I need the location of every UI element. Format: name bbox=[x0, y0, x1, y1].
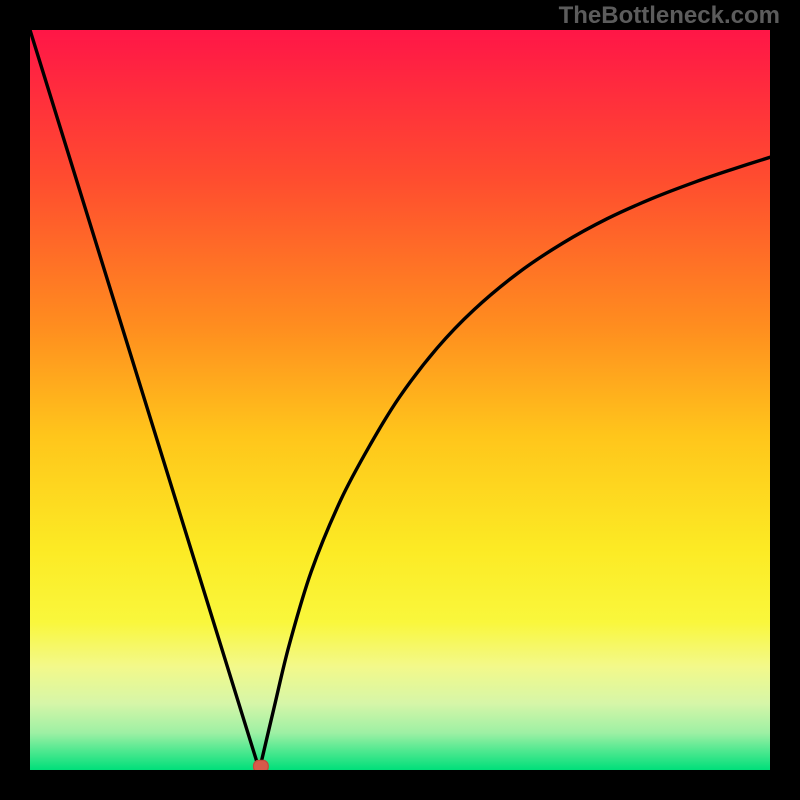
plot-area bbox=[30, 30, 770, 770]
minimum-marker bbox=[253, 760, 268, 770]
attribution-text: TheBottleneck.com bbox=[559, 2, 780, 30]
gradient-background bbox=[30, 30, 770, 770]
plot-svg bbox=[30, 30, 770, 770]
